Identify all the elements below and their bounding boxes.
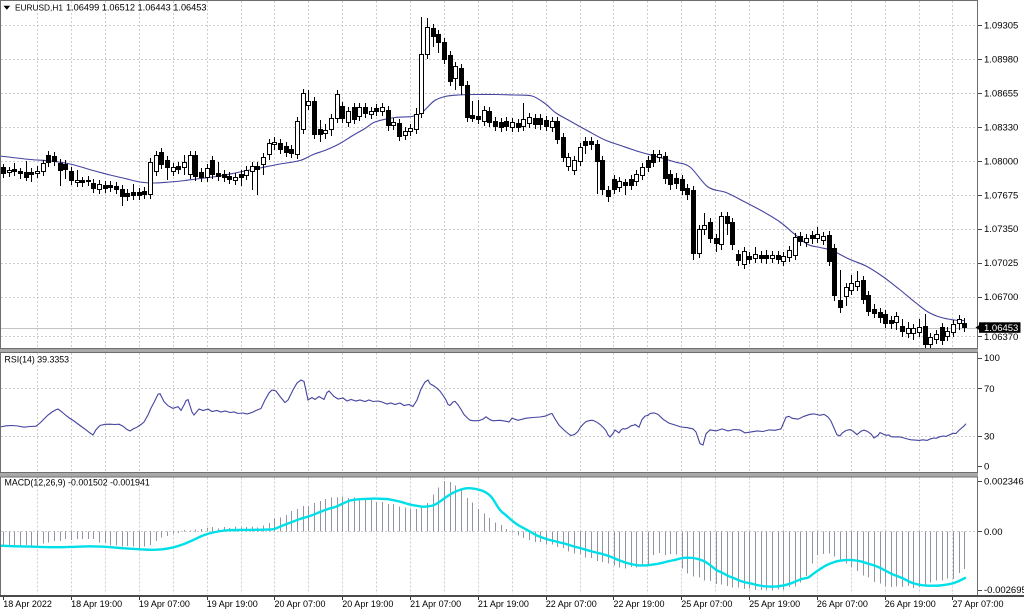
svg-text:1.06499 1.06512 1.06443 1.0645: 1.06499 1.06512 1.06443 1.06453 bbox=[66, 2, 207, 12]
svg-text:1.08655: 1.08655 bbox=[984, 88, 1018, 99]
svg-text:RSI(14) 39.3353: RSI(14) 39.3353 bbox=[5, 354, 70, 364]
svg-text:-0.002695: -0.002695 bbox=[984, 585, 1024, 596]
svg-text:27 Apr 07:00: 27 Apr 07:00 bbox=[953, 599, 1004, 609]
svg-text:1.08980: 1.08980 bbox=[984, 55, 1018, 66]
svg-text:1.06700: 1.06700 bbox=[984, 292, 1018, 303]
svg-text:20 Apr 07:00: 20 Apr 07:00 bbox=[275, 599, 326, 609]
svg-text:0: 0 bbox=[984, 462, 989, 473]
svg-text:1.08330: 1.08330 bbox=[984, 122, 1018, 133]
svg-text:19 Apr 07:00: 19 Apr 07:00 bbox=[139, 599, 190, 609]
svg-text:19 Apr 19:00: 19 Apr 19:00 bbox=[207, 599, 258, 609]
svg-text:100: 100 bbox=[984, 353, 1000, 364]
svg-text:0.002346: 0.002346 bbox=[984, 476, 1024, 487]
svg-text:21 Apr 19:00: 21 Apr 19:00 bbox=[478, 599, 529, 609]
svg-text:25 Apr 19:00: 25 Apr 19:00 bbox=[749, 599, 800, 609]
svg-text:18 Apr 2022: 18 Apr 2022 bbox=[3, 599, 52, 609]
svg-text:20 Apr 19:00: 20 Apr 19:00 bbox=[342, 599, 393, 609]
svg-text:22 Apr 19:00: 22 Apr 19:00 bbox=[614, 599, 665, 609]
svg-text:26 Apr 19:00: 26 Apr 19:00 bbox=[885, 599, 936, 609]
svg-text:1.07350: 1.07350 bbox=[984, 224, 1018, 235]
svg-text:18 Apr 19:00: 18 Apr 19:00 bbox=[71, 599, 122, 609]
svg-text:MACD(12,26,9) -0.001502 -0.001: MACD(12,26,9) -0.001502 -0.001941 bbox=[5, 477, 150, 487]
svg-text:1.06370: 1.06370 bbox=[984, 332, 1018, 343]
svg-text:26 Apr 07:00: 26 Apr 07:00 bbox=[817, 599, 868, 609]
svg-text:1.07025: 1.07025 bbox=[984, 258, 1018, 269]
svg-text:1.06453: 1.06453 bbox=[984, 323, 1018, 334]
svg-text:1.08000: 1.08000 bbox=[984, 156, 1018, 167]
svg-text:1.07675: 1.07675 bbox=[984, 190, 1018, 201]
svg-text:22 Apr 07:00: 22 Apr 07:00 bbox=[546, 599, 597, 609]
svg-text:0.00: 0.00 bbox=[984, 527, 1003, 538]
svg-text:EURUSD,H1: EURUSD,H1 bbox=[15, 2, 63, 12]
svg-text:1.09305: 1.09305 bbox=[984, 21, 1018, 32]
svg-text:21 Apr 07:00: 21 Apr 07:00 bbox=[410, 599, 461, 609]
svg-text:25 Apr 07:00: 25 Apr 07:00 bbox=[681, 599, 732, 609]
svg-text:70: 70 bbox=[984, 384, 995, 395]
svg-text:30: 30 bbox=[984, 431, 995, 442]
